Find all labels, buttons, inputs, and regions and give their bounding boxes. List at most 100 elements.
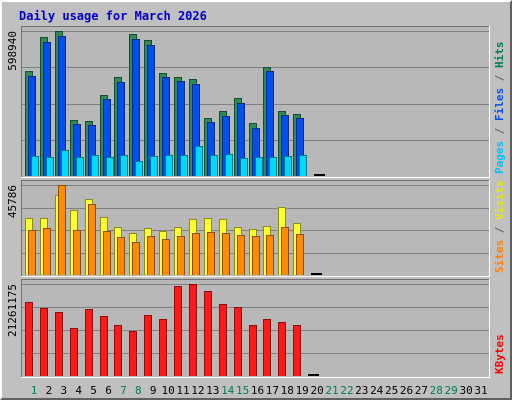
legend-entry: / [493, 220, 506, 240]
x-tick-label: 8 [135, 384, 142, 397]
x-tick-label: 28 [430, 384, 443, 397]
x-tick-label: 11 [176, 384, 189, 397]
bar-sites-day-6 [103, 231, 111, 275]
bar-pages-day-20 [314, 174, 325, 176]
legend-entry: Visits [493, 180, 506, 220]
bar-sites-day-11 [177, 236, 185, 275]
legend-entry: Files [493, 88, 506, 121]
bar-kbytes-day-11 [174, 286, 182, 376]
legend-entry: Pages [493, 141, 506, 174]
legend-entry: / [493, 121, 506, 141]
bar-pages-day-6 [106, 157, 114, 176]
x-tick-label: 16 [251, 384, 264, 397]
x-tick-label: 12 [191, 384, 204, 397]
x-tick-label: 29 [445, 384, 458, 397]
bar-pages-day-7 [120, 155, 128, 176]
bar-sites-day-5 [88, 204, 96, 275]
bar-pages-day-8 [135, 161, 143, 176]
bar-kbytes-day-3 [55, 312, 63, 376]
x-tick-label: 21 [325, 384, 338, 397]
bar-kbytes-day-18 [278, 322, 286, 376]
panel-legend: Sites / Visits [493, 180, 506, 273]
bar-sites-day-19 [296, 234, 304, 275]
bar-files-day-2 [43, 42, 51, 176]
x-tick-label: 30 [459, 384, 472, 397]
bar-kbytes-day-8 [129, 331, 137, 376]
x-tick-label: 20 [310, 384, 323, 397]
bar-sites-day-1 [28, 230, 36, 275]
x-tick-label: 25 [385, 384, 398, 397]
x-tick-label: 23 [355, 384, 368, 397]
bar-pages-day-14 [225, 154, 233, 176]
bar-pages-day-16 [255, 157, 263, 176]
bar-kbytes-day-14 [219, 304, 227, 376]
panel-hits-files-pages: 598940 Pages / Files / Hits [6, 26, 506, 178]
series-pages [31, 146, 325, 176]
bar-sites-day-7 [117, 237, 125, 275]
bar-kbytes-day-15 [234, 307, 242, 376]
bar-kbytes-day-20 [308, 374, 319, 376]
bar-sites-day-14 [222, 233, 230, 275]
series-sites [28, 185, 322, 275]
bar-kbytes-day-6 [100, 316, 108, 376]
x-tick-label: 5 [90, 384, 97, 397]
bar-pages-day-13 [210, 155, 218, 176]
bar-sites-day-13 [207, 232, 215, 275]
bar-sites-day-10 [162, 239, 170, 275]
bar-sites-day-9 [147, 236, 155, 275]
bar-pages-day-3 [61, 150, 69, 176]
x-tick-label: 17 [266, 384, 279, 397]
panel-max-label: 21261175 [6, 284, 19, 337]
bar-pages-day-15 [240, 158, 248, 176]
bar-kbytes-day-2 [40, 308, 48, 376]
series-files [28, 36, 304, 176]
panel-max-label: 45786 [6, 185, 19, 218]
x-tick-label: 18 [281, 384, 294, 397]
x-tick-label: 6 [105, 384, 112, 397]
bar-pages-day-10 [165, 155, 173, 176]
bar-sites-day-15 [237, 235, 245, 275]
bar-kbytes-day-12 [189, 284, 197, 376]
bar-pages-day-19 [299, 155, 307, 176]
bar-kbytes-day-1 [25, 302, 33, 376]
bar-kbytes-day-4 [70, 328, 78, 376]
x-tick-label: 2 [46, 384, 53, 397]
x-tick-label: 15 [236, 384, 249, 397]
legend-entry: Sites [493, 240, 506, 273]
bar-pages-day-1 [31, 156, 39, 176]
bar-pages-day-2 [46, 157, 54, 176]
bar-kbytes-day-19 [293, 325, 301, 376]
x-tick-label: 13 [206, 384, 219, 397]
bar-sites-day-4 [73, 230, 81, 275]
bar-kbytes-day-13 [204, 291, 212, 376]
panel-kbytes: 21261175 KBytes [6, 279, 506, 378]
x-tick-label: 14 [221, 384, 235, 397]
x-tick-label: 9 [150, 384, 157, 397]
panel-legend: Pages / Files / Hits [493, 42, 506, 175]
x-tick-label: 19 [296, 384, 309, 397]
bar-pages-day-17 [269, 157, 277, 176]
x-tick-label: 4 [75, 384, 82, 397]
bar-sites-day-2 [43, 228, 51, 275]
bar-pages-day-5 [91, 155, 99, 176]
bar-pages-day-18 [284, 156, 292, 176]
bar-files-day-9 [147, 45, 155, 176]
bar-files-day-8 [132, 39, 140, 176]
x-tick-label: 3 [60, 384, 67, 397]
panel-visits-sites: 45786 Sites / Visits [6, 180, 506, 277]
x-tick-label: 24 [370, 384, 384, 397]
bar-sites-day-17 [266, 235, 274, 275]
x-tick-label: 10 [161, 384, 174, 397]
x-tick-label: 26 [400, 384, 413, 397]
panel-max-label: 598940 [6, 31, 19, 71]
legend-entry: Hits [493, 42, 506, 69]
bar-sites-day-8 [132, 242, 140, 275]
bar-kbytes-day-10 [159, 319, 167, 376]
bar-sites-day-18 [281, 227, 289, 275]
panel-legend: KBytes [493, 334, 506, 374]
bar-pages-day-9 [150, 156, 158, 176]
bar-sites-day-20 [311, 273, 322, 275]
x-tick-label: 7 [120, 384, 127, 397]
x-tick-label: 22 [340, 384, 353, 397]
